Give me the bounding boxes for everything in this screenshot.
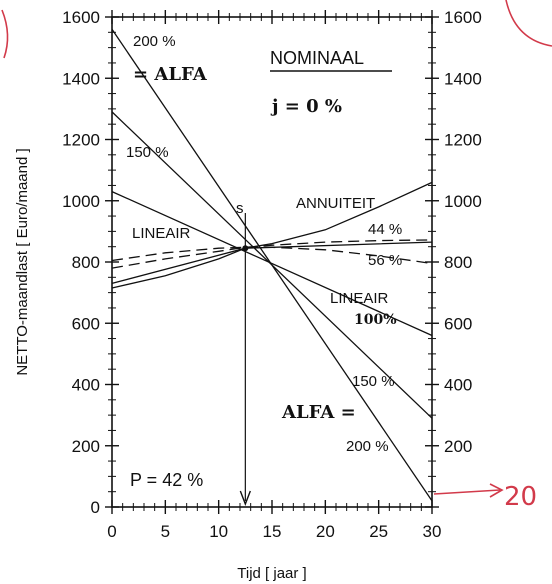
series-line-lineair-100 [111,191,433,337]
y-tick-label-left: 400 [72,376,100,395]
x-tick-label: 10 [209,522,228,541]
x-axis-title: Tijd [ jaar ] [237,565,306,582]
handwritten-arrow-head [489,483,504,498]
x-tick-label: 30 [423,522,442,541]
y-tick-label-right: 800 [444,253,472,272]
y-tick-label-right: 1400 [444,69,482,88]
y-tick-label-left: 800 [72,253,100,272]
y-tick-label-right: 1000 [444,192,482,211]
x-tick-label: 15 [263,522,282,541]
label-150-top: 150 % [126,144,169,161]
y-tick-label-left: 200 [72,437,100,456]
label-lineair-right: LINEAIR [330,290,389,307]
y-tick-label-left: 1400 [62,69,100,88]
series-line-annuiteit [111,181,433,289]
handwritten-bracket-left [1,9,9,59]
label-56: 56 % [368,252,402,269]
label-100: 100% [354,312,397,328]
series-group [111,28,433,506]
label-200-top: 200 % [133,33,176,50]
label-p: P = 42 % [130,470,203,490]
handwritten-arrow-line [433,489,501,495]
label-200-bottom: 200 % [346,438,389,455]
x-tick-label: 0 [107,522,116,541]
label-annuiteit: ANNUITEIT [296,195,375,212]
y-tick-label-right: 200 [444,437,472,456]
x-tick-label: 5 [161,522,170,541]
y-tick-label-left: 0 [91,498,100,517]
handwritten-circle [505,0,552,47]
label-s: s [236,200,244,217]
y-tick-label-right: 400 [444,376,472,395]
y-tick-label-left: 1200 [62,131,100,150]
label-nominaal: NOMINAAL [270,48,364,68]
intersection-arrowhead [239,490,251,506]
label-alfa-top: = ALFA [133,64,208,85]
label-44: 44 % [368,221,402,238]
y-tick-label-right: 1600 [444,8,482,27]
x-tick-label: 20 [316,522,335,541]
series-line-alfa-150 [111,111,433,419]
y-tick-label-left: 1600 [62,8,100,27]
label-150-bottom: 150 % [352,373,395,390]
y-tick-label-right: 600 [444,314,472,333]
label-alfa-bottom: ALFA = [281,402,356,423]
handwritten-20: 20 [504,482,537,512]
y-tick-label-right: 1200 [444,131,482,150]
intersection-point [242,245,249,252]
label-j: j = 0 % [270,96,342,117]
y-axis-title: NETTO-maandlast [ Euro/maand ] [14,148,31,375]
label-lineair-left: LINEAIR [132,225,191,242]
series-line-44 [111,239,433,269]
y-tick-label-left: 600 [72,314,100,333]
series-line-56 [111,246,433,265]
x-tick-label: 25 [369,522,388,541]
y-tick-label-left: 1000 [62,192,100,211]
